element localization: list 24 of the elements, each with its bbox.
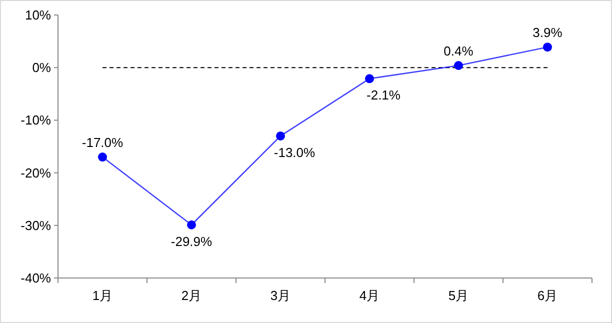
data-label: -2.1% — [366, 88, 401, 103]
x-tick-label: 5月 — [448, 288, 469, 303]
data-label: 3.9% — [532, 25, 563, 40]
y-tick-label: -20% — [20, 165, 52, 180]
point — [187, 220, 196, 230]
point — [454, 60, 463, 70]
y-tick-label: 10% — [24, 8, 52, 22]
data-label: 0.4% — [444, 43, 474, 58]
x-tick-label: 1月 — [92, 288, 113, 303]
y-tick-label: -40% — [20, 270, 52, 286]
y-tick-label: 0% — [32, 60, 52, 76]
point — [543, 42, 552, 52]
x-tick-label: 2月 — [181, 288, 202, 303]
x-tick-label: 4月 — [359, 288, 380, 303]
point — [98, 152, 107, 162]
data-label: -17.0% — [82, 135, 124, 150]
point — [276, 131, 285, 140]
x-tick-label: 3月 — [270, 288, 291, 303]
point — [365, 74, 374, 84]
y-tick-label: -30% — [20, 218, 52, 233]
data-label: -13.0% — [274, 144, 316, 160]
data-label: -29.9% — [170, 234, 213, 249]
y-tick-label: -10% — [20, 112, 52, 128]
x-tick-label: 6月 — [537, 288, 558, 303]
